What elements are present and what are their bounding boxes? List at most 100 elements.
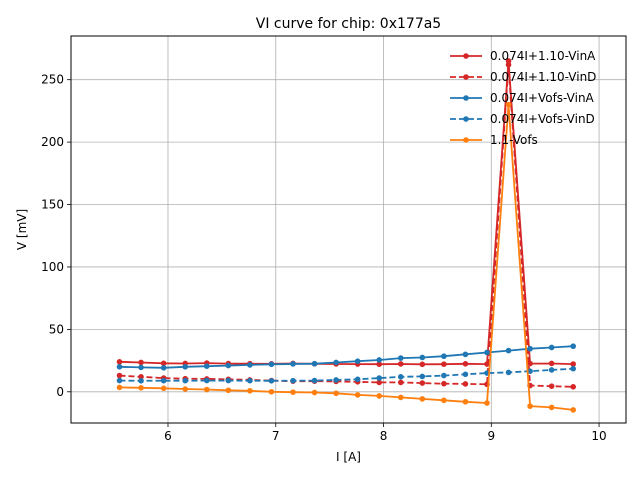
x-tick-label: 10 [591,429,606,443]
legend-swatch-marker [463,116,469,122]
y-axis-label: V [mV] [15,209,29,250]
data-point [311,360,318,367]
y-tick-label: 200 [41,135,64,149]
data-point [397,394,404,401]
legend-label: 1.1-Vofs [490,133,538,147]
data-point [376,393,383,399]
series-3 [116,343,576,371]
y-tick-label: 0 [56,385,64,399]
data-point [160,377,167,384]
data-point [419,354,426,361]
data-point [548,360,555,367]
data-point [268,361,275,368]
data-point [290,377,296,384]
series-line [119,367,574,382]
data-point [376,361,383,368]
data-point [138,384,144,391]
legend-swatch-marker [463,53,469,59]
x-tick-label: 9 [487,429,495,443]
data-point [441,380,447,387]
data-point [419,396,426,402]
data-point [333,377,339,383]
data-point [290,361,296,367]
data-point [505,61,512,68]
data-point [182,377,189,384]
data-point [548,404,555,411]
data-point [203,377,210,384]
data-point [548,383,555,389]
y-tick-label: 150 [41,198,64,212]
data-point [268,388,275,395]
legend-swatch-marker [463,74,469,80]
legend-label: 0.074I+Vofs-VinA [490,91,595,105]
grid-lines [71,36,626,423]
data-point [397,355,404,361]
data-point [505,347,512,354]
data-point [116,384,123,391]
data-point [527,403,533,409]
data-point [397,374,404,380]
data-point [548,367,555,373]
legend-label: 0.074I+1.10-VinD [490,70,596,84]
data-point [354,376,361,383]
legend-swatch-marker [463,95,469,101]
legend-label: 0.074I+1.10-VinA [490,49,596,63]
chart-title: VI curve for chip: 0x177a5 [256,16,441,32]
legend: 0.074I+1.10-VinA 0.074I+1.10-VinD 0.074I+V… [450,49,596,147]
data-point [570,361,576,367]
data-point [462,398,469,405]
data-point [376,379,383,386]
series-line [119,63,574,388]
data-point [138,364,144,371]
data-point [225,362,232,369]
data-point [397,379,404,386]
data-point [570,365,576,372]
data-point [419,361,426,368]
series-4 [116,365,576,384]
data-point [354,358,361,365]
plot-area [71,36,626,423]
data-point [182,386,189,392]
data-point [527,345,533,352]
data-point [484,349,490,356]
data-point [441,353,447,360]
data-point [138,378,144,384]
series-line [119,345,574,369]
series-layer [116,58,576,413]
data-point [333,359,339,366]
data-point [505,369,512,376]
data-point [333,390,339,397]
y-tick-label: 250 [41,73,64,87]
legend-swatch-marker [463,137,469,143]
data-point [116,364,123,370]
x-tick-label: 8 [380,429,388,443]
data-point [441,397,447,404]
y-tick-label: 100 [41,260,64,274]
data-point [462,371,469,378]
data-point [527,368,533,374]
y-tick-label: 50 [49,322,64,336]
data-point [419,373,426,380]
x-tick-label: 6 [164,429,172,443]
data-point [247,377,253,384]
data-point [225,377,232,384]
data-point [570,343,576,350]
data-point [116,359,123,365]
data-point [160,385,167,392]
data-point [160,365,167,371]
legend-label: 0.074I+Vofs-VinD [490,112,595,126]
series-line [119,60,574,366]
data-point [548,344,555,351]
data-point [225,387,232,394]
data-point [505,101,512,108]
data-point [268,378,275,384]
data-point [419,380,426,386]
data-point [138,374,144,380]
x-tick-label: 7 [272,429,280,443]
plot-frame [70,35,627,424]
data-point [311,389,318,396]
data-point [160,360,167,367]
data-point [116,377,123,384]
